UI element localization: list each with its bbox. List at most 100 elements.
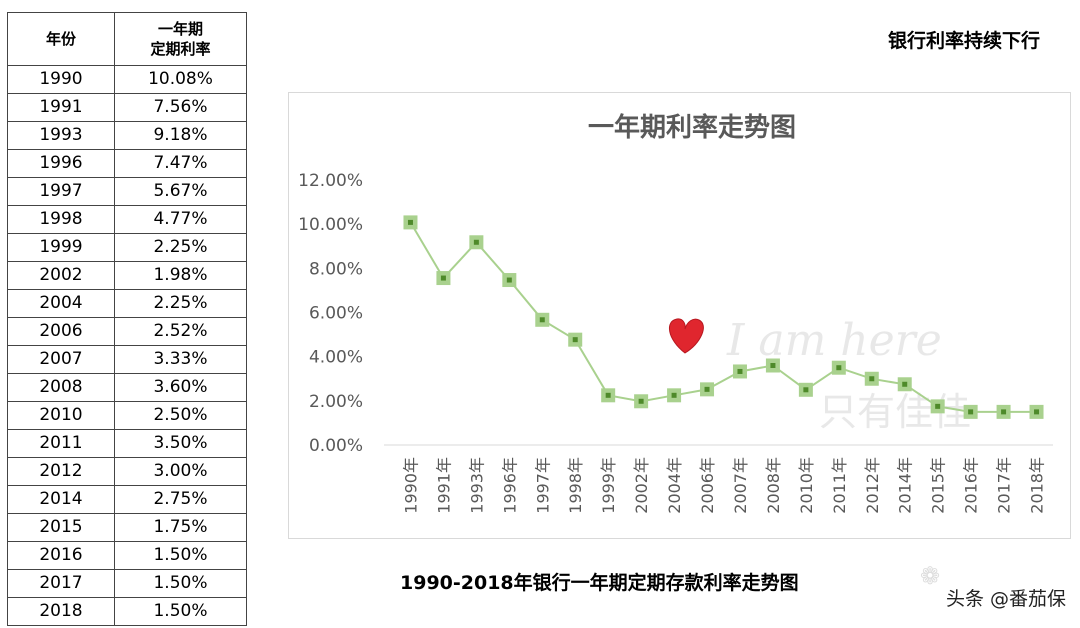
cell-year: 2012 [7,457,115,486]
y-tick-label: 8.00% [309,259,363,279]
cell-year: 2010 [7,401,115,430]
cell-year: 2011 [7,429,115,458]
x-tick-label: 2006年 [698,457,717,514]
table-row: 2008 3.60% [7,373,247,402]
data-point-center [407,219,413,225]
data-point-center [968,409,974,415]
source-tag: 头条 @番茄保 [945,588,1066,610]
cell-rate: 4.77% [114,205,247,234]
table-header-row: 年份 一年期 定期利率 [7,12,247,66]
data-point-center [440,275,446,281]
table-row: 2017 1.50% [7,569,247,598]
table-row: 2011 3.50% [7,429,247,458]
top-title: 银行利率持续下行 [887,30,1040,52]
x-tick-label: 1997年 [533,457,552,514]
series-group [403,215,1044,419]
x-tick-label: 2016年 [962,457,981,514]
bottom-caption: 1990-2018年银行一年期定期存款利率走势图 [400,572,799,594]
table-row: 2014 2.75% [7,485,247,514]
data-point-center [605,392,611,398]
x-tick-label: 2002年 [632,457,651,514]
cell-rate: 5.67% [114,177,247,206]
watermark: I am here 只有佳佳 [726,315,971,434]
cell-year: 2002 [7,261,115,290]
cell-year: 1991 [7,93,115,122]
cell-year: 2015 [7,513,115,542]
table-row: 1990 10.08% [7,65,247,94]
cell-year: 1996 [7,149,115,178]
data-point-center [770,363,776,368]
y-tick-label: 10.00% [298,215,363,235]
table-row: 1998 4.77% [7,205,247,234]
cell-year: 1998 [7,205,115,234]
y-tick-label: 6.00% [309,304,363,324]
table-row: 2016 1.50% [7,541,247,570]
cell-year: 2004 [7,289,115,318]
y-axis: 0.00% 2.00% 4.00% 6.00% 8.00% 10.00% 12.00% [298,171,1053,456]
x-tick-label: 1998年 [566,457,585,514]
cell-rate: 3.33% [114,345,247,374]
x-tick-label: 2018年 [1028,457,1047,514]
data-point-center [704,386,710,392]
cell-rate: 2.75% [114,485,247,514]
data-point-center [1001,409,1007,415]
chart-title: 一年期利率走势图 [588,112,796,143]
data-point-center [1034,409,1040,415]
table-row: 2015 1.75% [7,513,247,542]
cell-rate: 2.50% [114,401,247,430]
cell-year: 2007 [7,345,115,374]
cell-year: 2018 [7,597,115,626]
data-point-center [506,277,512,283]
table-row: 1991 7.56% [7,93,247,122]
table-row: 1997 5.67% [7,177,247,206]
x-tick-label: 1993年 [467,457,486,514]
x-tick-label: 2015年 [929,457,948,514]
y-tick-label: 0.00% [309,436,363,456]
table-row: 2002 1.98% [7,261,247,290]
data-point-center [803,387,809,393]
x-tick-label: 1996年 [500,457,519,514]
series-line [409,221,1037,413]
cell-rate: 7.56% [114,93,247,122]
table-row: 2010 2.50% [7,401,247,430]
chart-frame: 一年期利率走势图 I am here 只有佳佳 0.00% 2.00% 4.00% 6.… [288,92,1071,539]
header-year: 年份 [7,12,115,66]
watermark-line2: 只有佳佳 [819,390,971,434]
data-point-center [935,403,941,409]
cell-rate: 1.50% [114,569,247,598]
heart-sticker [669,318,704,354]
y-tick-label: 12.00% [298,171,363,191]
cell-year: 2016 [7,541,115,570]
data-point-center [737,368,743,374]
table-row: 1993 9.18% [7,121,247,150]
cell-rate: 2.52% [114,317,247,346]
cell-rate: 10.08% [114,65,247,94]
cell-rate: 2.25% [114,233,247,262]
y-tick-label: 2.00% [309,392,363,412]
cell-year: 2006 [7,317,115,346]
x-tick-label: 2012年 [863,457,882,514]
data-point-center [638,398,644,404]
data-point-center [902,381,908,387]
x-tick-label: 2010年 [797,457,816,514]
x-axis: 1990年 1991年 1993年 1996年 1997年 1998年 1999年 2002年… [401,457,1046,514]
cell-rate: 3.00% [114,457,247,486]
x-tick-label: 2014年 [896,457,915,514]
x-tick-label: 2008年 [764,457,783,514]
table-row: 1996 7.47% [7,149,247,178]
cell-year: 1990 [7,65,115,94]
data-point-center [539,317,545,323]
cell-rate: 1.50% [114,597,247,626]
cell-rate: 7.47% [114,149,247,178]
heart-icon [669,318,704,354]
table-row: 2006 2.52% [7,317,247,346]
data-point-center [671,392,677,398]
y-tick-label: 4.00% [309,348,363,368]
cell-year: 2014 [7,485,115,514]
cell-year: 1993 [7,121,115,150]
cell-rate: 1.98% [114,261,247,290]
data-point-center [836,365,842,371]
line-chart: 一年期利率走势图 I am here 只有佳佳 0.00% 2.00% 4.00% 6.… [298,112,1053,514]
table-row: 2004 2.25% [7,289,247,318]
x-tick-label: 2011年 [830,457,849,514]
